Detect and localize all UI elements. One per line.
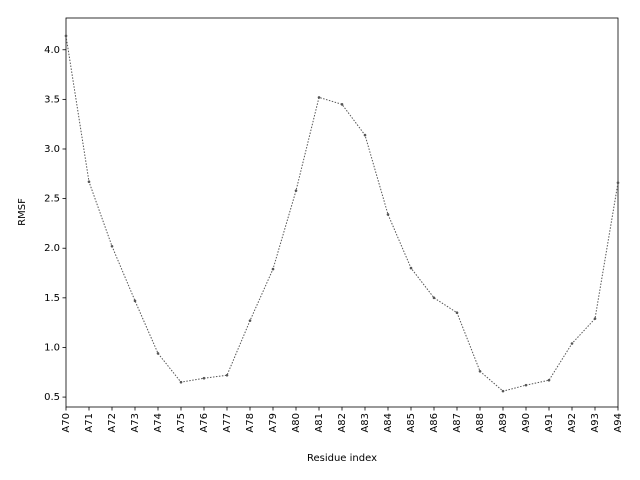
- x-tick-label: A72: [107, 413, 118, 433]
- y-tick-label: 2.5: [44, 194, 60, 205]
- y-tick-label: 3.5: [44, 94, 60, 105]
- data-point: [616, 181, 620, 185]
- x-tick-label: A88: [475, 413, 486, 433]
- data-point: [593, 317, 597, 320]
- x-tick-label: A82: [337, 413, 348, 433]
- x-tick-label: A94: [613, 413, 624, 433]
- data-point: [110, 244, 114, 248]
- data-point: [248, 319, 252, 322]
- y-tick-label: 3.0: [44, 144, 60, 155]
- y-tick-label: 2.0: [44, 243, 60, 254]
- y-tick-label: 1.5: [44, 293, 60, 304]
- data-point: [294, 189, 298, 192]
- data-point: [225, 373, 229, 377]
- y-tick-label: 1.0: [44, 342, 60, 353]
- y-tick-label: 0.5: [44, 392, 60, 403]
- data-point: [202, 376, 206, 380]
- x-tick-label: A85: [406, 413, 417, 433]
- data-point: [547, 378, 551, 382]
- data-point: [570, 342, 574, 345]
- plot-frame: [65, 17, 619, 408]
- data-point: [179, 380, 183, 384]
- x-axis-label: Residue index: [307, 453, 377, 464]
- x-tick-label: A73: [130, 413, 141, 433]
- x-tick-label: A75: [176, 413, 187, 433]
- data-point: [409, 266, 413, 270]
- x-tick-label: A87: [452, 413, 463, 433]
- x-tick-label: A70: [61, 413, 72, 433]
- x-tick-label: A71: [84, 413, 95, 433]
- data-point: [524, 383, 528, 387]
- data-point: [501, 389, 505, 393]
- x-tick-label: A93: [590, 413, 601, 433]
- x-tick-label: A81: [314, 413, 325, 433]
- x-tick-label: A91: [544, 413, 555, 433]
- data-point: [271, 267, 275, 271]
- data-point: [363, 133, 367, 137]
- x-tick-label: A80: [291, 413, 302, 433]
- x-tick-label: A76: [199, 413, 210, 433]
- data-point: [455, 311, 459, 315]
- x-tick-label: A77: [222, 413, 233, 433]
- data-point: [64, 34, 68, 38]
- y-tick-label: 4.0: [44, 45, 60, 56]
- x-tick-label: A89: [498, 413, 509, 433]
- x-tick-label: A74: [153, 413, 164, 433]
- data-point: [340, 103, 344, 106]
- x-tick-label: A84: [383, 413, 394, 433]
- x-tick-label: A79: [268, 413, 279, 433]
- x-tick-label: A92: [567, 413, 578, 433]
- x-tick-label: A83: [360, 413, 371, 433]
- x-tick-label: A90: [521, 413, 532, 433]
- data-point: [386, 213, 390, 216]
- x-tick-label: A78: [245, 413, 256, 433]
- x-tick-label: A86: [429, 413, 440, 433]
- data-point: [317, 96, 321, 99]
- data-line: [65, 35, 619, 392]
- data-point: [478, 369, 482, 373]
- data-point: [87, 180, 91, 184]
- data-point: [133, 299, 137, 303]
- y-axis-label: RMSF: [17, 198, 28, 226]
- data-point: [432, 296, 436, 300]
- data-point: [156, 352, 160, 355]
